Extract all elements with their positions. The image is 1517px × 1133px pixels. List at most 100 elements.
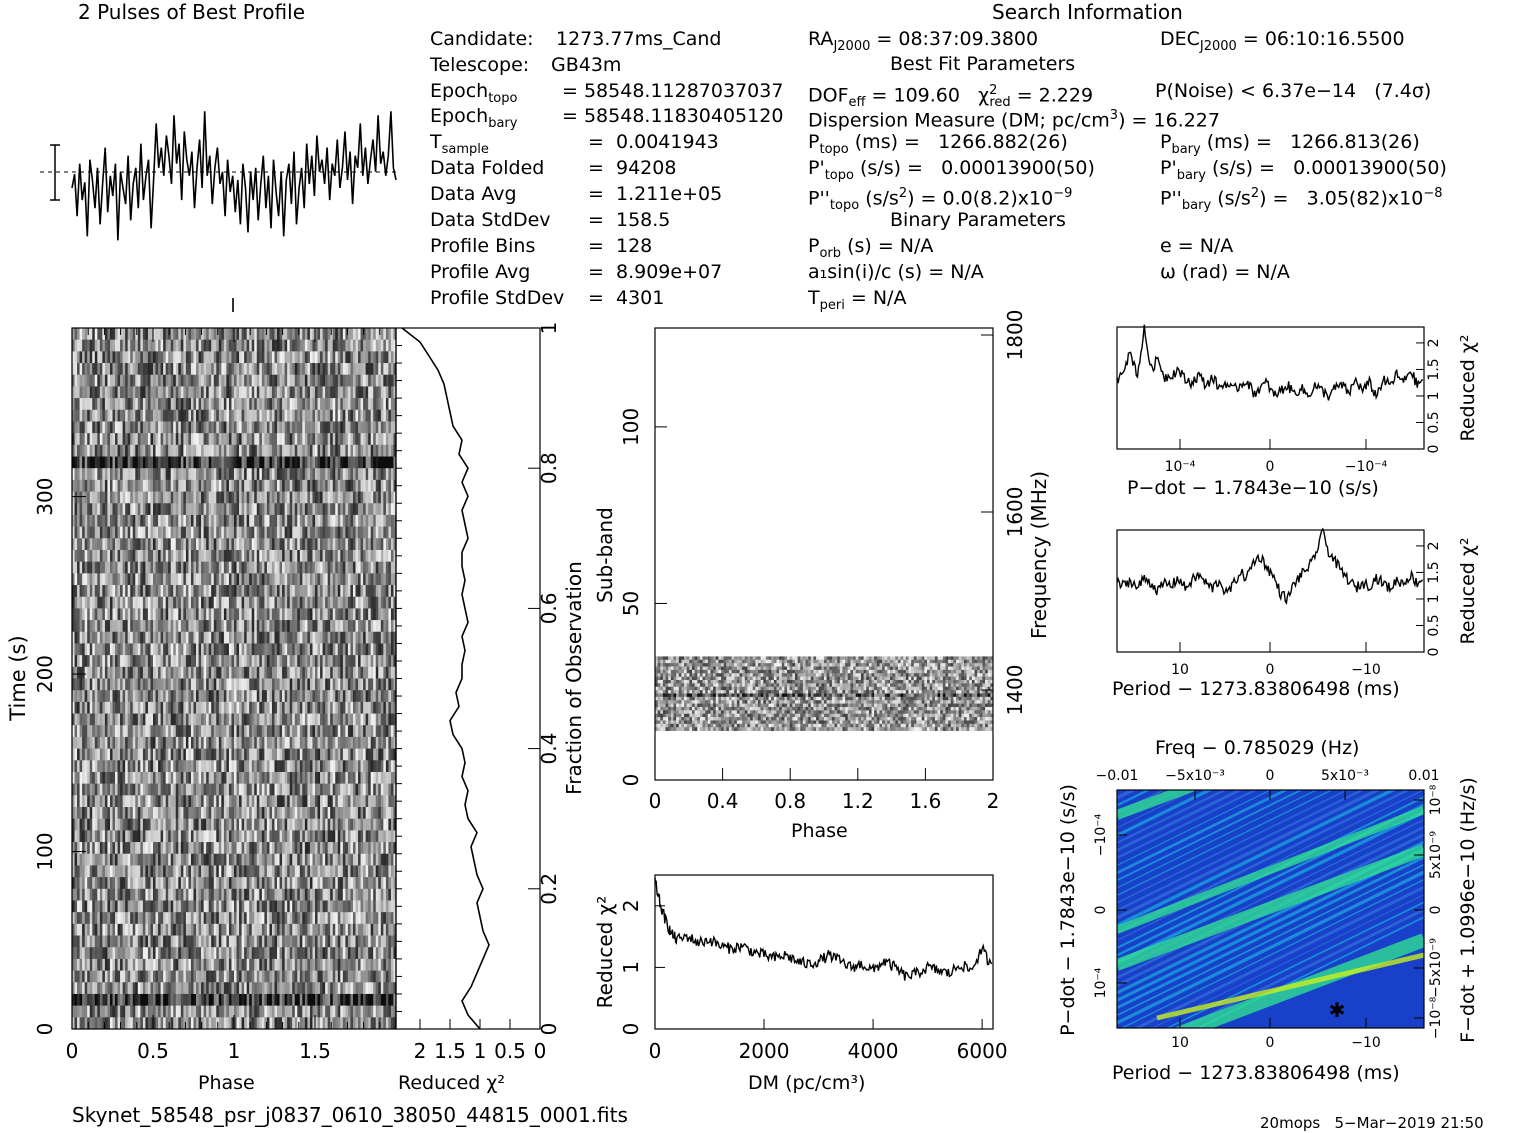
time-phase-cell <box>241 678 245 691</box>
time-phase-cell <box>158 421 161 434</box>
time-phase-cell <box>393 538 396 551</box>
time-phase-cell <box>216 771 220 785</box>
time-phase-cell <box>158 573 161 586</box>
time-phase-cell <box>155 538 159 551</box>
time-phase-cell <box>107 585 111 598</box>
time-phase-cell <box>218 643 222 656</box>
time-phase-cell <box>160 549 164 563</box>
time-phase-cell <box>208 631 212 644</box>
time-phase-cell <box>266 398 270 411</box>
time-phase-cell <box>236 444 240 457</box>
time-phase-cell <box>251 456 255 469</box>
time-phase-cell <box>383 421 387 434</box>
time-phase-cell <box>221 328 225 341</box>
time-phase-cell <box>99 363 103 376</box>
time-phase-cell <box>312 713 316 726</box>
profile-stddev-label: Profile StdDev <box>430 287 565 309</box>
time-phase-cell <box>244 608 248 621</box>
time-phase-cell <box>147 725 151 738</box>
time-phase-cell <box>337 491 341 504</box>
time-phase-cell <box>99 374 103 387</box>
time-phase-cell <box>340 339 344 352</box>
time-phase-cell <box>120 468 124 481</box>
time-phase-cell <box>342 479 346 492</box>
time-phase-cell <box>196 585 199 598</box>
time-phase-cell <box>264 690 268 703</box>
time-phase-cell <box>330 444 334 457</box>
time-phase-cell <box>173 736 177 749</box>
time-phase-cell <box>320 573 323 586</box>
time-phase-cell <box>150 736 154 749</box>
time-phase-cell <box>251 771 255 785</box>
time-phase-cell <box>155 760 159 773</box>
time-phase-cell <box>228 526 232 539</box>
time-phase-cell <box>211 549 215 563</box>
time-phase-cell <box>173 514 177 528</box>
time-phase-cell <box>74 760 78 773</box>
time-phase-cell <box>315 479 318 492</box>
time-phase-cell <box>277 561 280 574</box>
time-phase-cell <box>234 351 237 364</box>
time-phase-cell <box>277 713 280 726</box>
time-phase-cell <box>244 666 248 679</box>
time-phase-cell <box>251 596 255 609</box>
time-phase-cell <box>211 491 215 504</box>
time-phase-cell <box>155 701 159 714</box>
time-phase-cell <box>137 526 141 539</box>
time-phase-cell <box>388 363 392 376</box>
time-phase-cell <box>125 736 129 749</box>
time-phase-cell <box>102 328 106 341</box>
time-phase-cell <box>368 538 372 551</box>
time-phase-cell <box>271 374 275 387</box>
time-phase-cell <box>196 561 199 574</box>
time-phase-cell <box>112 514 116 528</box>
time-phase-cell <box>72 725 75 738</box>
time-phase-cell <box>163 468 167 481</box>
time-phase-cell <box>368 433 372 446</box>
time-phase-cell <box>388 479 392 492</box>
time-phase-cell <box>368 328 372 341</box>
time-phase-cell <box>332 503 336 516</box>
time-phase-cell <box>102 760 106 773</box>
time-phase-cell <box>127 398 131 411</box>
time-phase-cell <box>380 386 384 399</box>
time-phase-cell <box>107 701 111 714</box>
time-phase-cell <box>145 585 149 598</box>
time-phase-cell <box>208 538 212 551</box>
time-phase-cell <box>188 386 192 399</box>
time-phase-cell <box>325 549 329 563</box>
time-phase-cell <box>251 468 255 481</box>
time-phase-cell <box>277 479 280 492</box>
time-phase-cell <box>140 538 144 551</box>
time-phase-cell <box>72 363 75 376</box>
time-phase-cell <box>375 386 379 399</box>
time-phase-cell <box>201 760 205 773</box>
time-phase-cell <box>360 503 364 516</box>
time-phase-cell <box>188 713 192 726</box>
time-phase-cell <box>254 374 258 387</box>
time-phase-cell <box>393 386 396 399</box>
time-phase-cell <box>355 514 359 528</box>
time-phase-cell <box>249 713 253 726</box>
time-phase-cell <box>198 409 202 422</box>
time-phase-cell <box>239 456 242 469</box>
time-phase-cell <box>302 713 306 726</box>
time-phase-cell <box>160 328 164 341</box>
time-phase-cell <box>352 713 356 726</box>
time-phase-cell <box>277 456 280 469</box>
time-phase-cell <box>84 409 88 422</box>
time-phase-cell <box>183 585 187 598</box>
time-phase-cell <box>94 713 98 726</box>
time-phase-cell <box>315 748 318 761</box>
time-phase-cell <box>223 398 227 411</box>
time-phase-cell <box>198 631 202 644</box>
time-phase-cell <box>201 678 205 691</box>
time-phase-cell <box>99 666 103 679</box>
time-phase-cell <box>142 678 146 691</box>
time-phase-cell <box>294 596 298 609</box>
time-phase-cell <box>135 456 139 469</box>
time-phase-cell <box>292 748 296 761</box>
time-phase-cell <box>373 573 377 586</box>
time-phase-cell <box>269 363 273 376</box>
time-phase-cell <box>206 748 210 761</box>
